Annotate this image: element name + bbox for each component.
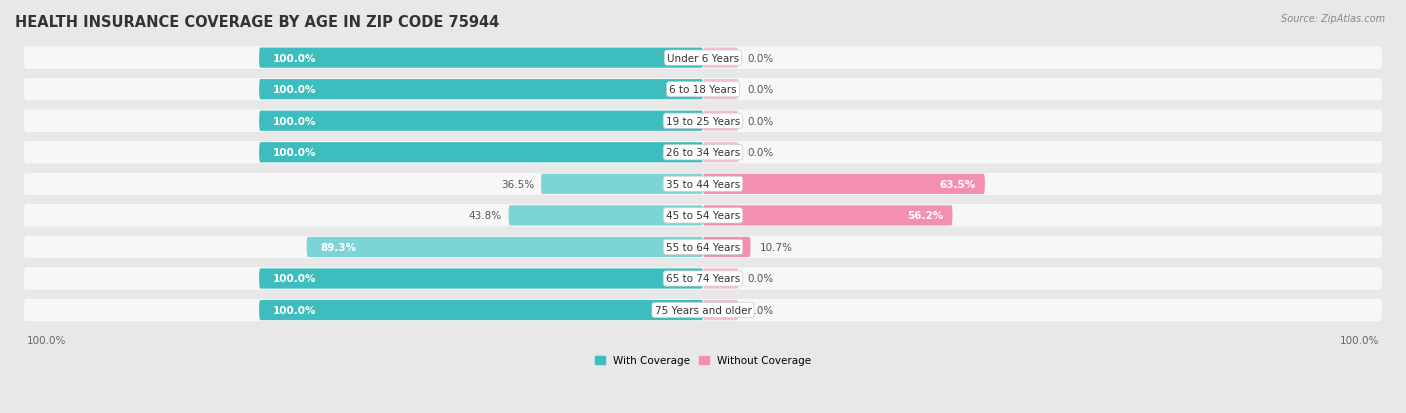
Text: 55 to 64 Years: 55 to 64 Years — [666, 242, 740, 252]
FancyBboxPatch shape — [509, 206, 703, 226]
FancyBboxPatch shape — [24, 173, 1382, 196]
FancyBboxPatch shape — [259, 80, 703, 100]
Text: 89.3%: 89.3% — [321, 242, 356, 252]
Text: 56.2%: 56.2% — [907, 211, 943, 221]
FancyBboxPatch shape — [24, 78, 1382, 102]
Text: 0.0%: 0.0% — [748, 85, 773, 95]
Text: 0.0%: 0.0% — [748, 274, 773, 284]
FancyBboxPatch shape — [24, 268, 1382, 290]
Text: 36.5%: 36.5% — [501, 179, 534, 190]
FancyBboxPatch shape — [24, 47, 1382, 70]
FancyBboxPatch shape — [24, 142, 1382, 164]
FancyBboxPatch shape — [703, 300, 738, 320]
Text: 63.5%: 63.5% — [939, 179, 976, 190]
Text: 100.0%: 100.0% — [273, 274, 316, 284]
Text: 0.0%: 0.0% — [748, 305, 773, 315]
Text: 43.8%: 43.8% — [468, 211, 502, 221]
FancyBboxPatch shape — [703, 206, 952, 226]
FancyBboxPatch shape — [24, 204, 1382, 228]
FancyBboxPatch shape — [259, 300, 703, 320]
Text: Under 6 Years: Under 6 Years — [666, 54, 740, 64]
FancyBboxPatch shape — [259, 269, 703, 289]
FancyBboxPatch shape — [703, 112, 738, 131]
FancyBboxPatch shape — [24, 267, 1382, 290]
FancyBboxPatch shape — [703, 48, 738, 69]
Text: 19 to 25 Years: 19 to 25 Years — [666, 116, 740, 126]
Text: 10.7%: 10.7% — [759, 242, 793, 252]
FancyBboxPatch shape — [703, 174, 984, 195]
FancyBboxPatch shape — [24, 299, 1382, 322]
Text: 45 to 54 Years: 45 to 54 Years — [666, 211, 740, 221]
FancyBboxPatch shape — [259, 48, 703, 69]
FancyBboxPatch shape — [24, 110, 1382, 133]
Text: 75 Years and older: 75 Years and older — [655, 305, 751, 315]
Text: 100.0%: 100.0% — [273, 54, 316, 64]
FancyBboxPatch shape — [24, 141, 1382, 164]
Text: 0.0%: 0.0% — [748, 116, 773, 126]
FancyBboxPatch shape — [541, 174, 703, 195]
FancyBboxPatch shape — [259, 143, 703, 163]
Text: 65 to 74 Years: 65 to 74 Years — [666, 274, 740, 284]
Text: 26 to 34 Years: 26 to 34 Years — [666, 148, 740, 158]
FancyBboxPatch shape — [24, 173, 1382, 196]
Text: 100.0%: 100.0% — [273, 116, 316, 126]
FancyBboxPatch shape — [24, 299, 1382, 322]
Text: 100.0%: 100.0% — [273, 85, 316, 95]
FancyBboxPatch shape — [24, 78, 1382, 101]
Text: Source: ZipAtlas.com: Source: ZipAtlas.com — [1281, 14, 1385, 24]
Text: HEALTH INSURANCE COVERAGE BY AGE IN ZIP CODE 75944: HEALTH INSURANCE COVERAGE BY AGE IN ZIP … — [15, 15, 499, 30]
FancyBboxPatch shape — [703, 80, 738, 100]
FancyBboxPatch shape — [24, 204, 1382, 227]
FancyBboxPatch shape — [24, 236, 1382, 259]
Text: 100.0%: 100.0% — [273, 148, 316, 158]
FancyBboxPatch shape — [24, 110, 1382, 133]
Text: 100.0%: 100.0% — [273, 305, 316, 315]
FancyBboxPatch shape — [24, 236, 1382, 259]
FancyBboxPatch shape — [703, 143, 738, 163]
FancyBboxPatch shape — [259, 112, 703, 131]
Text: 35 to 44 Years: 35 to 44 Years — [666, 179, 740, 190]
Text: 0.0%: 0.0% — [748, 148, 773, 158]
FancyBboxPatch shape — [307, 237, 703, 257]
Text: 6 to 18 Years: 6 to 18 Years — [669, 85, 737, 95]
FancyBboxPatch shape — [703, 237, 751, 257]
Legend: With Coverage, Without Coverage: With Coverage, Without Coverage — [591, 351, 815, 370]
Text: 0.0%: 0.0% — [748, 54, 773, 64]
FancyBboxPatch shape — [24, 47, 1382, 70]
FancyBboxPatch shape — [703, 269, 738, 289]
